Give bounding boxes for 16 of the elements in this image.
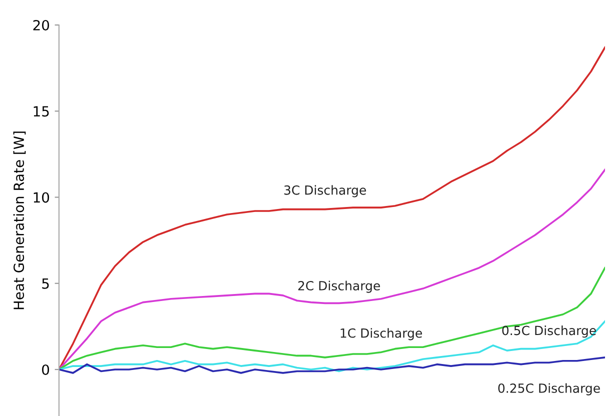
series-label: 0.25C Discharge [498, 383, 600, 396]
line-series [59, 320, 605, 372]
line-series [59, 168, 605, 370]
y-tick-label: 15 [34, 106, 49, 117]
y-tick-label: 10 [34, 192, 50, 203]
y-tick-label: 20 [33, 20, 50, 30]
line-series [59, 266, 605, 370]
y-tick-label: 0 [42, 364, 50, 375]
series-label: 1C Discharge [340, 328, 422, 340]
y-axis-title: Heat Generation Rate [W] [13, 132, 26, 310]
line-series [59, 356, 605, 374]
series-label: 3C Discharge [284, 185, 366, 198]
series-label: 2C Discharge [298, 280, 380, 293]
y-tick-label: 5 [42, 278, 49, 289]
line-series [59, 46, 605, 370]
series-label: 0.5C Discharge [502, 326, 596, 338]
